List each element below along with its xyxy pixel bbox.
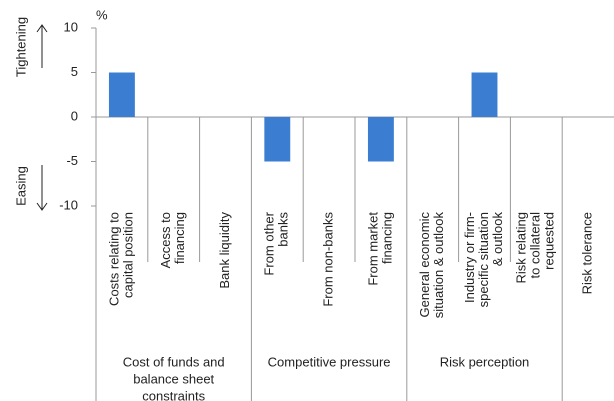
x-tick-label: Risk tolerance: [580, 212, 595, 294]
bar: [264, 117, 291, 162]
y-tick-label: -5: [66, 153, 78, 168]
x-tick-label: financing: [379, 212, 394, 264]
down-arrow-head: [36, 202, 48, 211]
y-tick-label: -10: [59, 197, 78, 212]
x-tick-label: Bank liquidity: [217, 212, 232, 289]
group-label: Cost of funds and: [123, 354, 225, 369]
bar: [367, 117, 394, 162]
tightening-label: Tightening: [13, 17, 28, 77]
x-tick-label: & outlook: [490, 212, 505, 267]
unit-label: %: [96, 7, 108, 22]
x-tick-label: General economic: [417, 212, 432, 318]
group-label: Competitive pressure: [268, 354, 391, 369]
x-tick-label: situation & outlook: [431, 212, 446, 319]
x-tick-label: Costs relating to: [106, 212, 121, 306]
x-tick-label: Industry or firm-: [462, 212, 477, 303]
up-arrow-head: [36, 24, 48, 33]
bar: [471, 72, 498, 117]
bar: [108, 72, 135, 117]
x-tick-label: to collateral: [528, 212, 543, 279]
y-tick-label: 0: [71, 108, 78, 123]
x-tick-label: Risk relating: [514, 212, 529, 284]
x-tick-label: From other: [262, 211, 277, 275]
y-tick-label: 5: [71, 64, 78, 79]
x-tick-label: From market: [365, 212, 380, 286]
x-tick-label: banks: [276, 212, 291, 247]
x-tick-label: financing: [172, 212, 187, 264]
group-label: constraints: [142, 388, 205, 401]
easing-label: Easing: [13, 166, 28, 206]
x-tick-label: capital position: [120, 212, 135, 298]
x-tick-label: Access to: [158, 212, 173, 268]
x-tick-label: requested: [542, 212, 557, 270]
group-label: Risk perception: [440, 354, 530, 369]
x-tick-label: From non-banks: [321, 212, 336, 307]
y-tick-label: 10: [64, 19, 78, 34]
group-label: balance sheet: [133, 371, 214, 386]
x-tick-label: specific situation: [476, 212, 491, 307]
